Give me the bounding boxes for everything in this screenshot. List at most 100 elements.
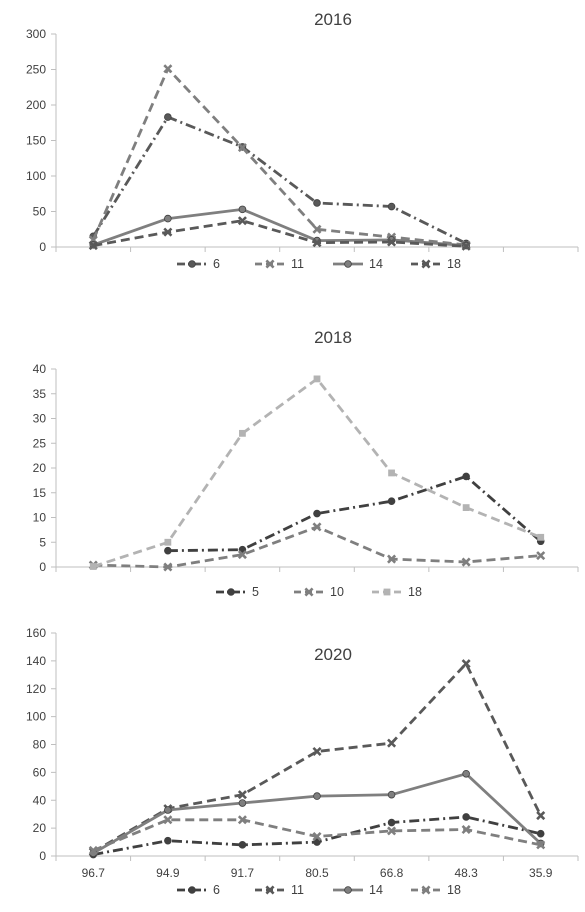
legend-label: 18: [447, 883, 461, 897]
legend-label: 11: [291, 257, 304, 271]
data-point: [461, 824, 471, 835]
y-tick-label: 160: [26, 626, 46, 640]
data-point: [536, 811, 546, 821]
data-point: [238, 205, 247, 214]
y-tick-label: 25: [33, 436, 47, 450]
y-tick-label: 5: [39, 535, 46, 549]
x-tick-label: 66.8: [380, 866, 404, 880]
y-tick-label: 30: [33, 412, 47, 426]
legend-label: 18: [408, 585, 422, 599]
series-18: [88, 815, 546, 855]
series-10: [88, 522, 546, 572]
data-point: [312, 238, 322, 248]
data-point: [237, 815, 247, 825]
y-tick-label: 140: [26, 654, 46, 668]
data-point: [313, 199, 321, 207]
data-point: [89, 563, 97, 570]
y-tick-label: 0: [39, 849, 46, 863]
x-tick-label: 94.9: [156, 866, 180, 880]
legend-marker: [344, 260, 352, 268]
chart-panel-2020: 2020 0 20 40 60 80 100 120 140 160 96.7 94.9 91.7 80.…: [26, 626, 579, 897]
y-tick-label: 80: [33, 738, 47, 752]
legend-label: 18: [447, 257, 461, 271]
y-tick-label: 100: [26, 710, 46, 724]
data-point: [164, 836, 172, 845]
y-tick-label: 20: [33, 821, 47, 835]
data-point: [387, 554, 397, 564]
y-tick-label: 40: [33, 362, 47, 376]
y-tick-label: 35: [33, 387, 47, 401]
data-point: [163, 227, 173, 237]
series-line-18: [92, 377, 542, 568]
y-tick-label: 50: [33, 205, 47, 219]
data-point: [387, 826, 397, 836]
legend-label: 14: [369, 883, 383, 897]
data-point: [313, 838, 321, 846]
legend-marker: [304, 587, 314, 597]
legend-item-5: 5: [216, 585, 259, 599]
data-point: [312, 522, 322, 532]
y-tick-label: 15: [33, 486, 47, 500]
data-point: [461, 241, 471, 251]
data-point: [163, 64, 173, 74]
y-tick-label: 0: [39, 240, 46, 254]
series-11: [88, 659, 546, 857]
data-point: [387, 738, 397, 748]
data-point: [536, 840, 546, 850]
legend-item-14: 14: [333, 883, 383, 897]
legend-marker: [188, 260, 196, 268]
data-point: [387, 818, 396, 827]
x-tick-label: 80.5: [305, 866, 329, 880]
data-point: [461, 659, 471, 669]
legend-label: 6: [213, 883, 220, 897]
legend-item-18: 18: [411, 257, 461, 271]
data-point: [164, 113, 172, 121]
series-11: [88, 64, 471, 250]
legend-item-18: 18: [411, 883, 461, 897]
chart-title: 2016: [314, 10, 352, 29]
data-point: [238, 841, 247, 849]
series-18: [88, 216, 471, 251]
legend-marker: [265, 885, 275, 895]
data-point: [88, 845, 98, 855]
data-point: [312, 831, 322, 842]
chart-title: 2018: [314, 328, 352, 347]
legend-marker: [227, 588, 235, 596]
series-line-5: [167, 475, 542, 553]
y-tick-label: 60: [33, 765, 47, 779]
data-point: [387, 497, 396, 505]
data-point: [237, 550, 247, 560]
legend-label: 14: [369, 257, 383, 271]
y-tick-label: 200: [26, 98, 46, 112]
data-point: [462, 813, 470, 821]
data-point: [164, 214, 172, 223]
data-point: [164, 546, 172, 555]
y-tick-label: 40: [33, 793, 47, 807]
data-point: [237, 216, 247, 226]
series-line-10: [93, 525, 541, 569]
y-tick-label: 100: [26, 169, 46, 183]
series-line-18: [93, 219, 467, 248]
chart-title: 2020: [314, 645, 352, 664]
legend-label: 10: [330, 585, 344, 599]
legend-item-10: 10: [294, 585, 344, 599]
data-point: [387, 790, 396, 799]
legend-item-6: 6: [177, 257, 220, 271]
data-point: [164, 538, 172, 546]
chart-panel-2018: 2018 0 5 10 15 20 25 30 35 40 5 10 18: [33, 328, 579, 599]
legend-marker: [421, 885, 431, 895]
data-point: [536, 829, 545, 838]
data-point: [312, 224, 322, 234]
legend-item-11: 11: [255, 257, 304, 271]
legend-label: 11: [291, 883, 304, 897]
data-point: [239, 429, 246, 437]
legend-marker: [265, 259, 275, 269]
legend-item-11: 11: [255, 883, 304, 897]
legend-marker: [421, 259, 431, 269]
data-point: [462, 769, 470, 778]
data-point: [88, 241, 98, 251]
y-tick-label: 250: [26, 63, 46, 77]
legend-label: 6: [213, 257, 220, 271]
y-tick-label: 20: [33, 461, 47, 475]
series-line-14: [92, 208, 467, 247]
